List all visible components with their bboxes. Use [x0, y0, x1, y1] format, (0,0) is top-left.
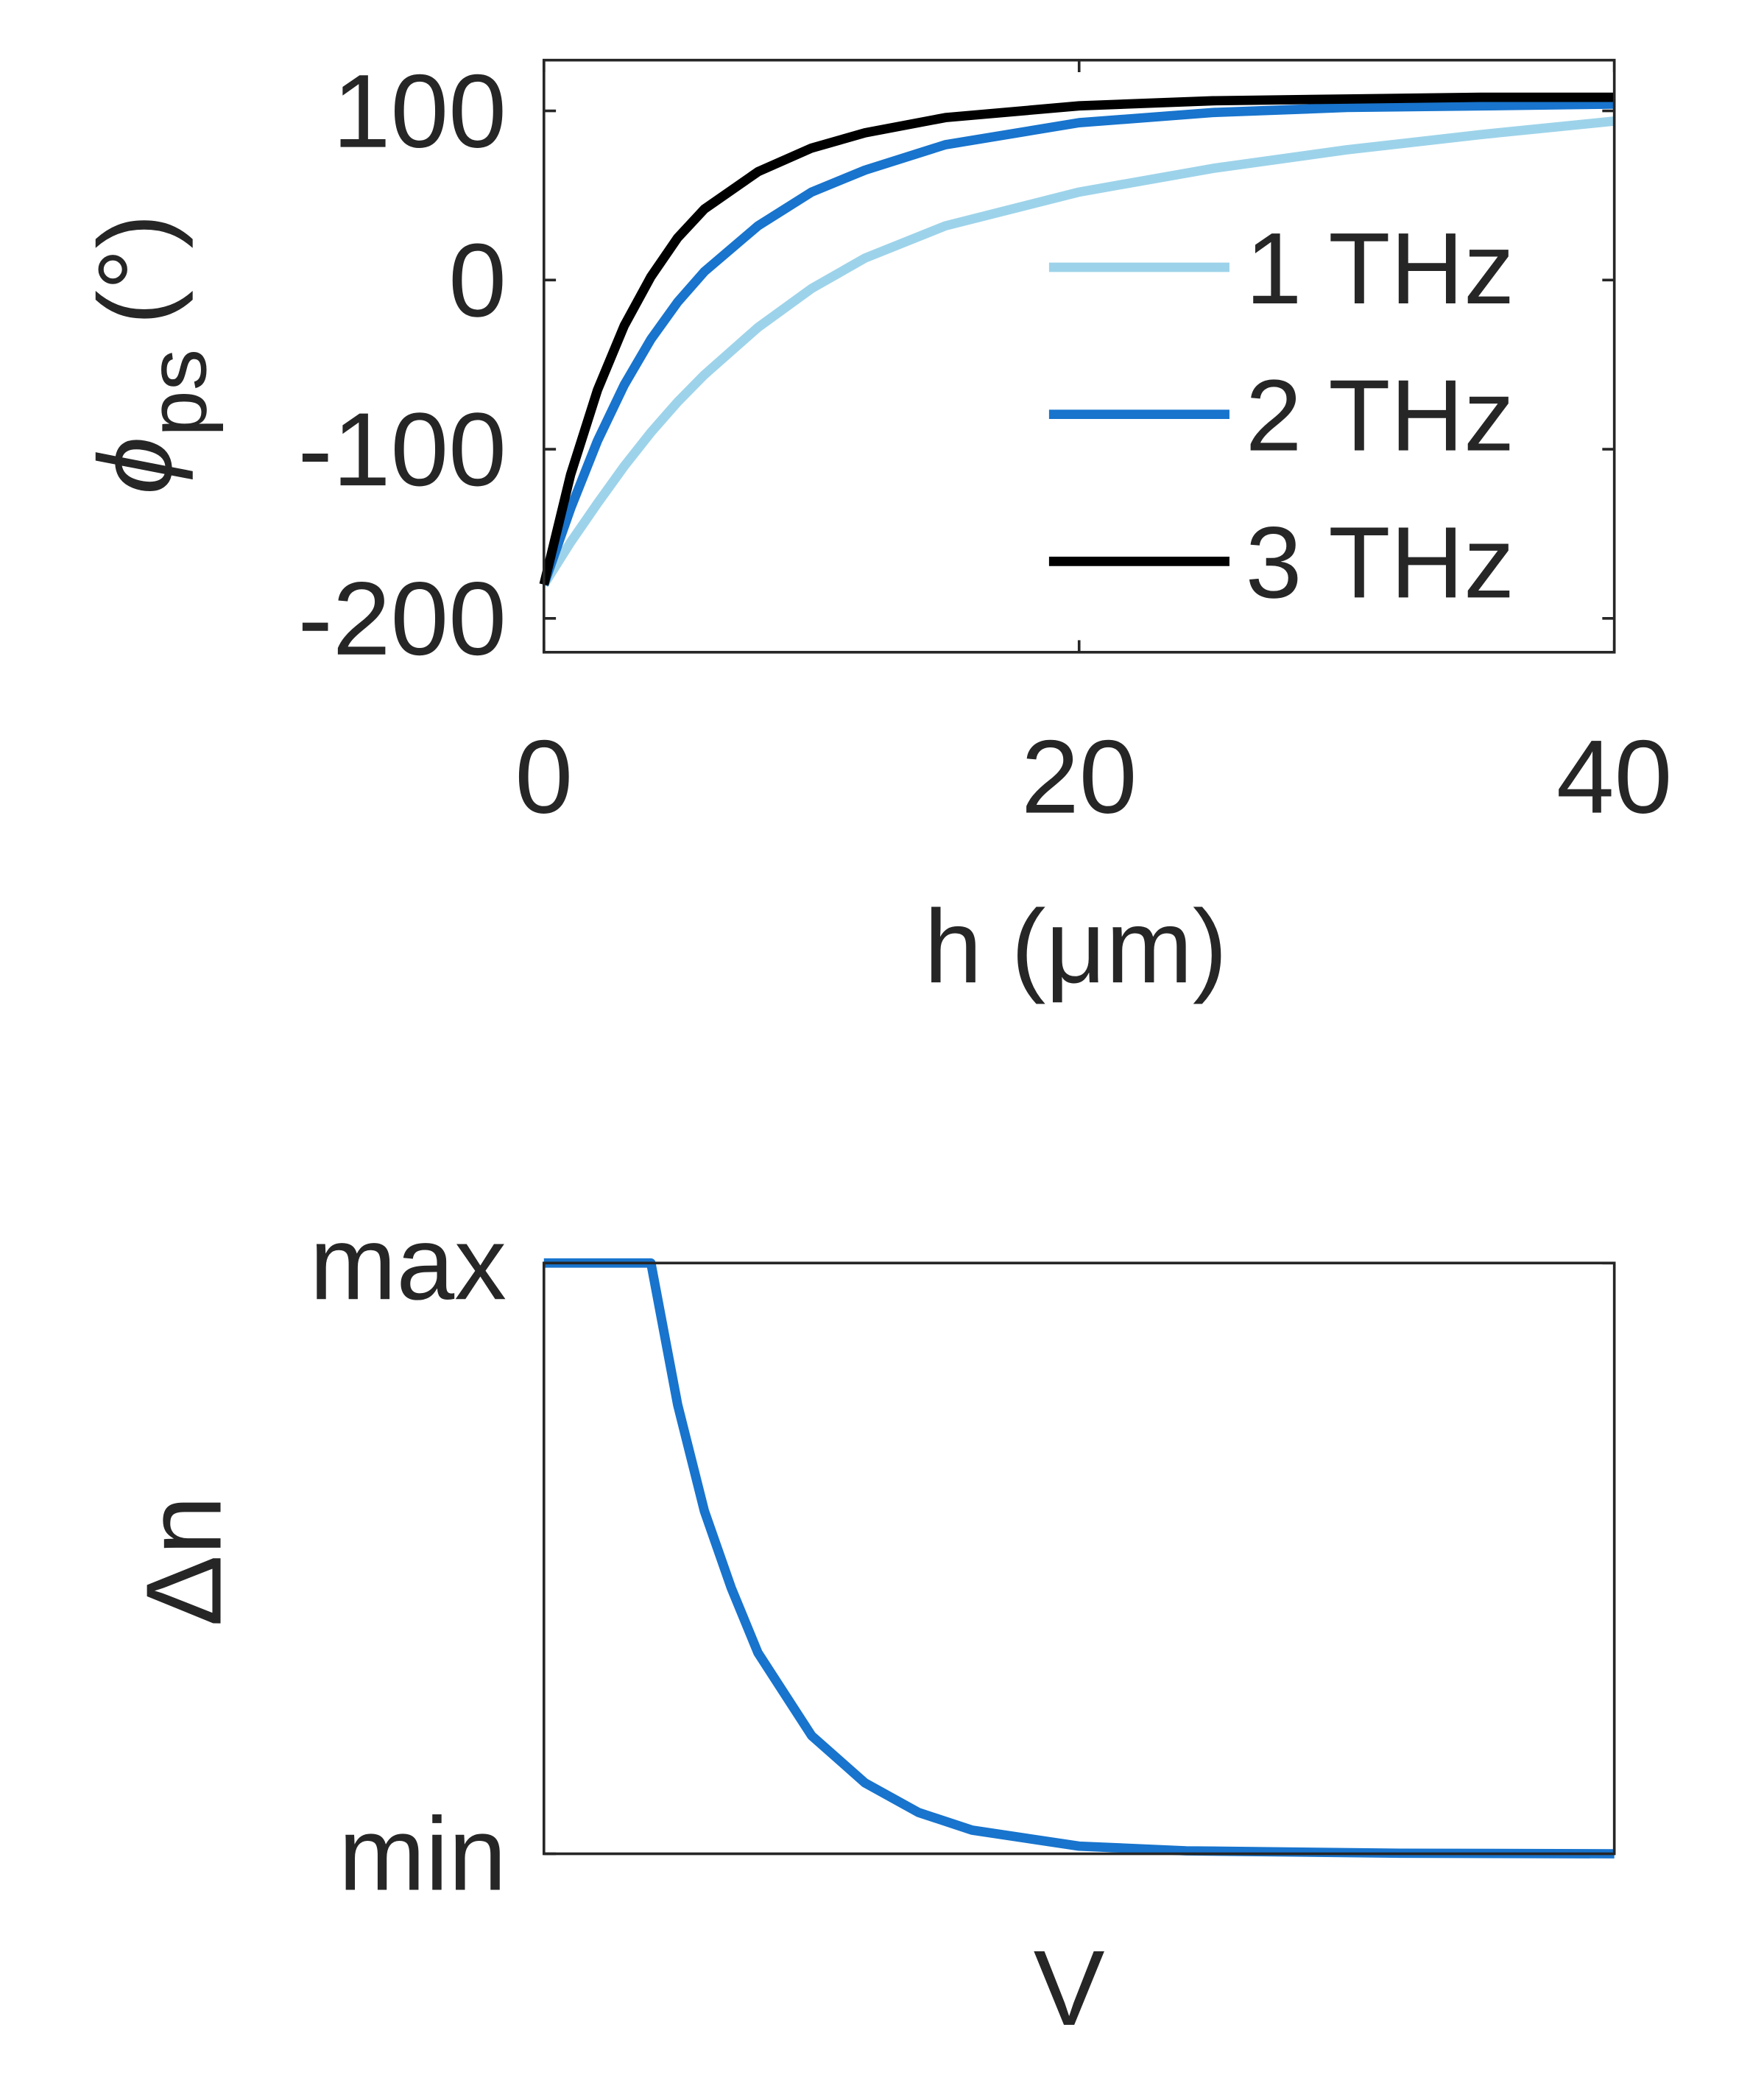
y-label-unit: (°) — [77, 214, 194, 325]
y-tick-label: -200 — [298, 561, 507, 677]
x-axis-label: V — [1034, 1928, 1105, 2048]
data-line — [543, 1258, 1615, 1859]
y-tick-label: -100 — [298, 392, 507, 508]
y-tick-label: 100 — [333, 54, 507, 170]
y-tick-label: 0 — [448, 222, 507, 339]
plot-frame — [542, 58, 1616, 654]
plot-frame — [542, 1261, 1616, 1856]
y-tick-label: max — [310, 1205, 507, 1322]
y-tick-label: min — [339, 1797, 507, 1913]
data-line — [539, 99, 1615, 587]
legend-label: 2 THz — [1246, 359, 1514, 473]
legend-label: 1 THz — [1246, 212, 1514, 325]
y-axis-label: ϕps (°) — [77, 214, 223, 494]
data-line — [539, 92, 1615, 586]
x-axis-label: h (μm) — [924, 889, 1227, 1005]
x-tick-label: 20 — [1021, 719, 1137, 836]
y-label-symbol: ϕ — [77, 437, 194, 495]
y-axis-label: Δn — [124, 1496, 244, 1627]
legend-label: 3 THz — [1246, 506, 1514, 619]
y-label-sub: ps — [131, 349, 224, 437]
x-tick-label: 40 — [1556, 719, 1672, 836]
data-line — [540, 116, 1615, 588]
x-tick-label: 0 — [515, 719, 573, 836]
